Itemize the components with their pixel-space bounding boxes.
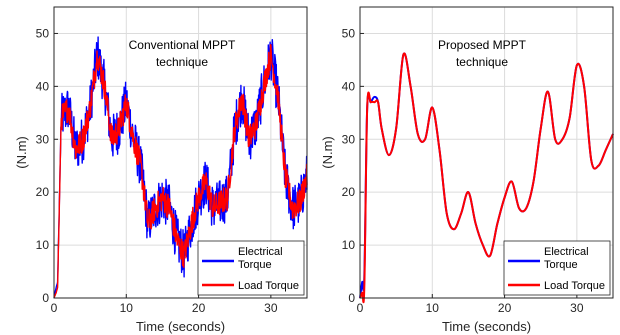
legend: Electrical Torque Load Torque [503, 240, 611, 296]
legend: Electrical Torque Load Torque [197, 240, 305, 296]
y-tick-label: 30 [342, 132, 356, 146]
series-group [53, 36, 308, 299]
y-tick-label: 40 [342, 79, 356, 93]
y-tick-label: 40 [36, 79, 50, 93]
y-tick-label: 20 [36, 185, 50, 199]
legend-label-load-torque: Load Torque [238, 280, 299, 292]
tick-labels: 0 10 20 30 0 10 20 30 40 50 [342, 26, 584, 315]
x-tick-label: 30 [570, 301, 584, 315]
x-tick-label: 20 [192, 301, 206, 315]
annotation-line-2: technique [456, 55, 508, 69]
legend-label-load-torque: Load Torque [544, 280, 605, 292]
x-tick-label: 10 [426, 301, 440, 315]
series-line-load-torque [359, 52, 614, 304]
x-tick-label: 10 [120, 301, 134, 315]
y-tick-label: 30 [36, 132, 50, 146]
y-tick-label: 50 [36, 26, 50, 40]
y-tick-label: 10 [36, 238, 50, 252]
x-tick-label: 0 [357, 301, 364, 315]
annotation-line-1: Conventional MPPT [129, 38, 236, 52]
y-tick-label: 20 [342, 185, 356, 199]
x-axis-label: Time (seconds) [136, 319, 225, 334]
tick-labels: 0 10 20 30 0 10 20 30 40 50 [36, 26, 278, 315]
x-tick-label: 0 [51, 301, 58, 315]
x-tick-label: 20 [498, 301, 512, 315]
x-axis-label: Time (seconds) [442, 319, 531, 334]
legend-label-electrical-torque: Electrical Torque [238, 246, 283, 271]
y-tick-label: 0 [348, 291, 355, 305]
y-axis-label: (N.m) [14, 136, 29, 169]
legend-label-electrical-torque: Electrical Torque [544, 246, 589, 271]
y-tick-label: 50 [342, 26, 356, 40]
y-axis-label: (N.m) [320, 136, 335, 169]
y-tick-label: 10 [342, 238, 356, 252]
annotation-line-1: Proposed MPPT [438, 38, 527, 52]
axes-frame [359, 6, 614, 299]
annotation-line-2: technique [156, 55, 208, 69]
axes-frame [53, 6, 308, 299]
series-line-load-torque [53, 44, 308, 299]
y-tick-label: 0 [42, 291, 49, 305]
series-group [359, 52, 614, 304]
x-tick-label: 30 [264, 301, 278, 315]
